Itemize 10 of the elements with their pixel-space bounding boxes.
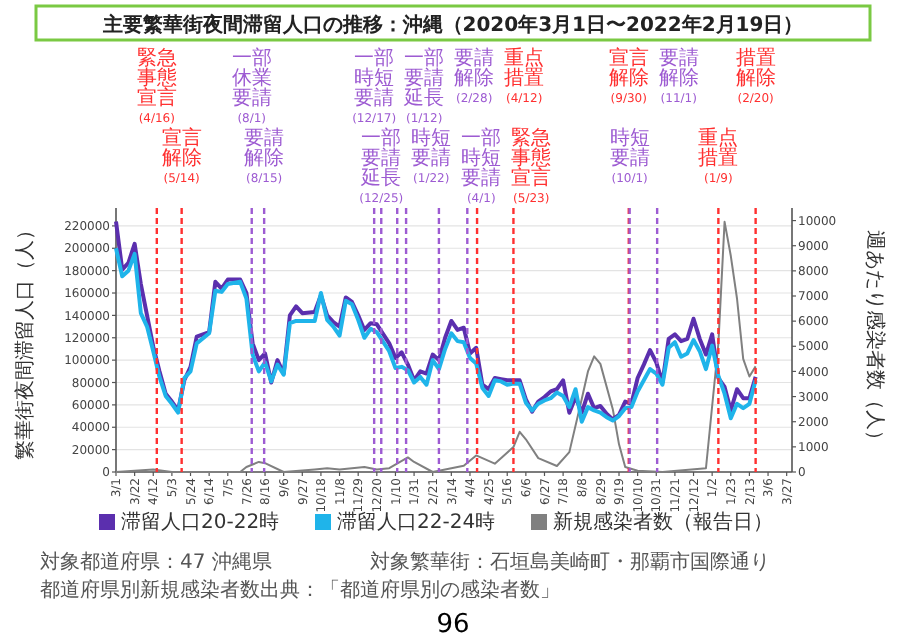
legend-label: 滞留人口22-24時 <box>337 510 496 534</box>
legend-label: 新規感染者数（報告日） <box>553 510 773 534</box>
legend-label: 滞留人口20-22時 <box>121 510 280 534</box>
text: 対象都道府県：47 沖縄県 <box>40 550 272 574</box>
text: 都道府県別新規感染者数出典：「都道府県別の感染者数」 <box>40 578 560 602</box>
text: 96 <box>436 610 470 640</box>
y2-axis-title: 週あたり感染者数（人） <box>863 230 887 450</box>
chart-title: 主要繁華街夜間滞留人口の推移：沖縄（2020年3月1日〜2022年2月19日） <box>100 13 804 37</box>
text: 対象繁華街：石垣島美崎町・那覇市国際通り <box>370 550 770 574</box>
y-axis-title: 繁華街夜間滞留人口（人） <box>13 220 37 460</box>
